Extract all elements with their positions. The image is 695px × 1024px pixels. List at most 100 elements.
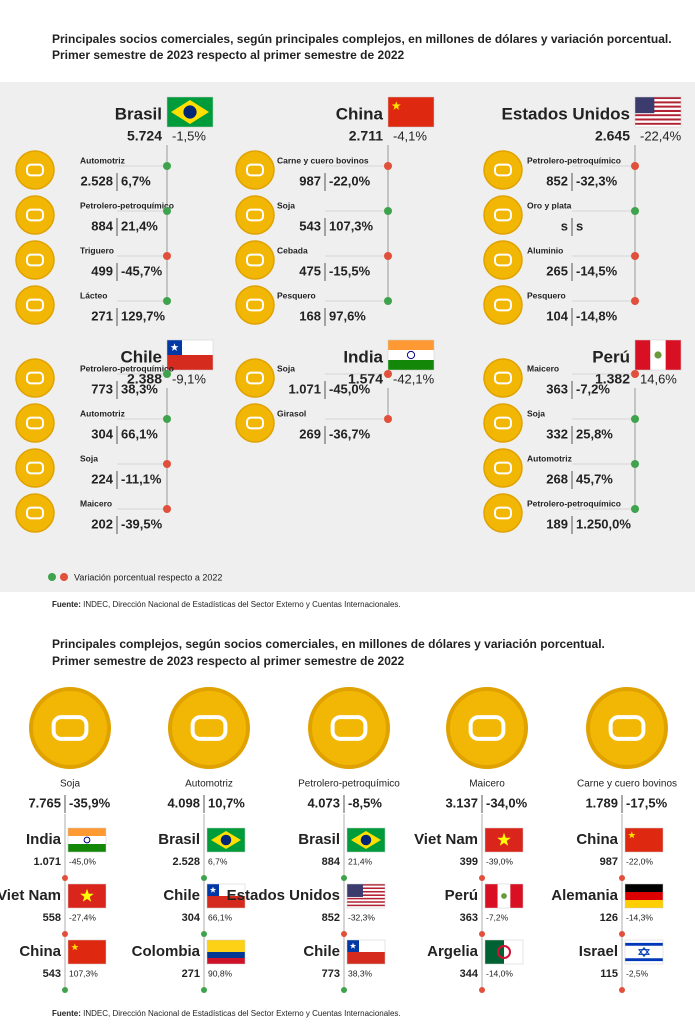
partner-change: -14,3%	[626, 912, 653, 922]
partner-change: 90,8%	[208, 968, 233, 978]
flag-border	[484, 939, 524, 965]
icon-glyph	[494, 208, 512, 222]
flag-part	[635, 124, 681, 127]
icon-glyph	[246, 253, 264, 267]
flag-part	[635, 122, 681, 125]
flag-part	[207, 896, 245, 908]
item-label: Soja	[527, 408, 545, 418]
flag-part	[485, 940, 504, 964]
flag	[624, 939, 664, 965]
partner-name: Argelia	[427, 943, 479, 960]
icon-circle	[235, 195, 275, 235]
flag-part	[347, 952, 385, 964]
flag-part	[347, 899, 385, 902]
flag-part	[635, 101, 681, 104]
icon-glyph	[26, 208, 44, 222]
partner-value: 344	[460, 968, 479, 980]
status-dot	[384, 207, 392, 215]
flag-part	[635, 112, 681, 115]
flag	[166, 339, 214, 371]
partner-value: 1.071	[33, 856, 61, 868]
flag-part	[388, 350, 434, 360]
flag-part	[347, 896, 385, 898]
flag-part	[388, 97, 434, 127]
status-dot	[341, 987, 347, 993]
status-dot	[384, 162, 392, 170]
partner-name: India	[26, 831, 62, 848]
status-dot	[163, 370, 171, 378]
top-title-line: Principales socios comerciales, según pr…	[52, 32, 672, 46]
icon-circle	[235, 358, 275, 398]
flag-border	[346, 939, 386, 965]
source-text: INDEC, Dirección Nacional de Estadística…	[83, 600, 400, 609]
icon-circle	[483, 358, 523, 398]
country-total: 1.382	[595, 371, 630, 387]
flag	[484, 939, 524, 965]
status-dot	[479, 931, 485, 937]
flag-border	[484, 827, 524, 853]
partner-value: 271	[182, 968, 200, 980]
flag-part	[347, 890, 385, 893]
flag-star	[628, 831, 636, 839]
partner-name: Brasil	[158, 831, 200, 848]
status-dot	[163, 162, 171, 170]
partner-value: 363	[460, 912, 478, 924]
item-value: 884	[91, 218, 113, 233]
flag-part	[347, 884, 363, 897]
icon-circle	[15, 240, 55, 280]
country-total: 2.388	[127, 371, 162, 387]
icon-glyph	[330, 715, 368, 741]
item-value: 269	[299, 426, 321, 441]
icon-circle	[586, 687, 668, 769]
item-change: -45,0%	[329, 381, 371, 396]
icon-circle	[308, 687, 390, 769]
complex-total: 1.789	[585, 795, 618, 810]
flag-part	[625, 892, 663, 900]
flag-part	[347, 885, 385, 888]
partner-value: 558	[43, 912, 61, 924]
icon-circle	[483, 240, 523, 280]
status-dot	[62, 987, 68, 993]
complex-name: Petrolero-petroquímico	[298, 779, 400, 790]
country-name: Brasil	[115, 104, 162, 123]
status-dot	[631, 207, 639, 215]
icon-glyph	[494, 298, 512, 312]
partner-change: -45,0%	[69, 856, 96, 866]
flag-part	[635, 97, 655, 114]
country-total: 1.574	[348, 371, 383, 387]
item-value: 852	[546, 173, 568, 188]
item-value: 304	[91, 426, 113, 441]
item-value: 2.528	[80, 173, 113, 188]
item-change: -7,2%	[576, 381, 610, 396]
flag-part	[347, 889, 385, 891]
item-value: 104	[546, 308, 568, 323]
icon-glyph	[26, 461, 44, 475]
complex-name: Automotriz	[185, 779, 233, 790]
country-change: 14,6%	[640, 371, 677, 386]
item-label: Maicero	[527, 363, 559, 373]
partner-name: Perú	[445, 887, 478, 904]
icon-circle	[483, 285, 523, 325]
icon-circle	[235, 285, 275, 325]
flag-border	[206, 939, 246, 965]
item-label: Oro y plata	[527, 200, 572, 210]
flag-part	[665, 340, 681, 370]
icon-circle	[15, 195, 55, 235]
flag-part	[207, 958, 245, 964]
item-label: Carne y cuero bovinos	[277, 155, 369, 165]
flag-part	[347, 904, 385, 907]
partner-change: -32,3%	[348, 912, 375, 922]
icon-circle	[15, 150, 55, 190]
item-label: Pesquero	[527, 290, 566, 300]
status-dot	[341, 875, 347, 881]
icon-glyph	[246, 416, 264, 430]
partner-change: 66,1%	[208, 912, 233, 922]
partner-change: -27,4%	[69, 912, 96, 922]
icon-circle	[15, 358, 55, 398]
icon-glyph	[26, 253, 44, 267]
complex-name: Soja	[60, 779, 80, 790]
item-change: 97,6%	[329, 308, 366, 323]
partner-name: China	[19, 943, 61, 960]
status-dot	[201, 931, 207, 937]
